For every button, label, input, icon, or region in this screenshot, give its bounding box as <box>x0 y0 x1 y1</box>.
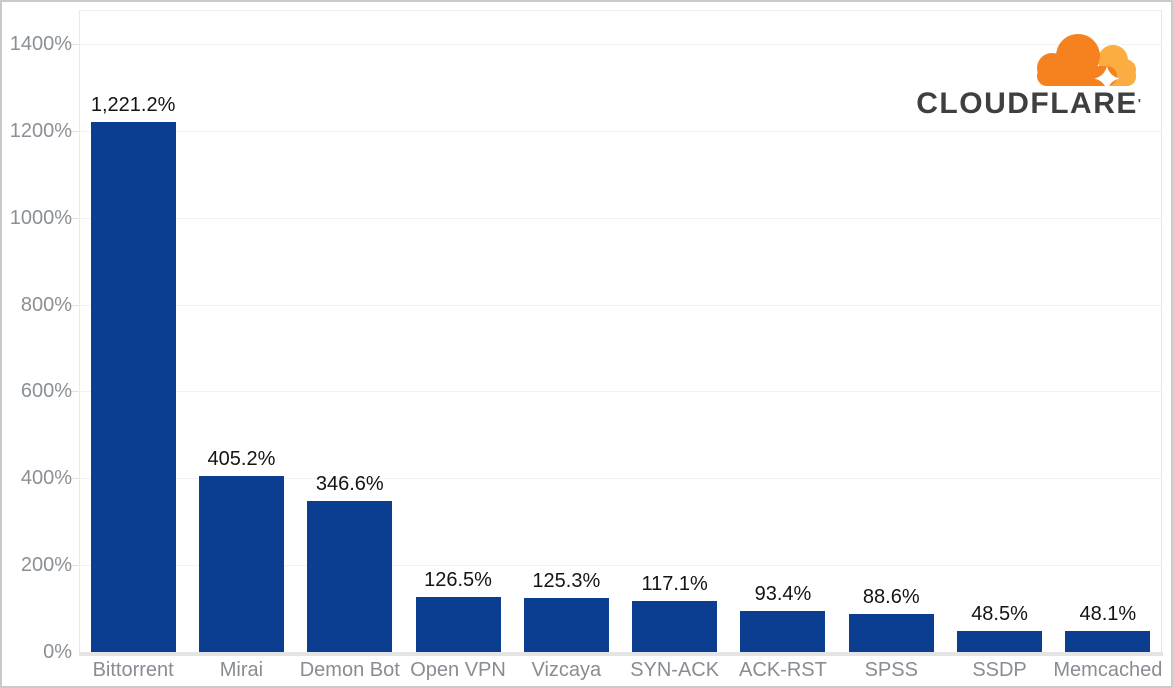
bar-Open VPN <box>415 597 501 652</box>
gridline-1200% <box>79 130 1162 132</box>
x-axis-baseline <box>79 652 1163 656</box>
bar-SSDP <box>957 630 1043 652</box>
plot-area <box>79 10 1162 652</box>
x-tick-label: Open VPN <box>410 659 506 681</box>
y-tick-mark <box>71 44 79 45</box>
x-tick-label: Memcached <box>1053 659 1163 681</box>
trademark-mark: ' <box>1137 96 1141 111</box>
y-tick-label: 400% <box>20 467 72 490</box>
y-tick-mark <box>71 217 79 219</box>
x-tick-label: SYN-ACK <box>630 659 720 681</box>
value-label: 93.4% <box>754 583 812 606</box>
cloudflare-logo: CLOUDFLARE' <box>916 32 1141 120</box>
gridline-1400% <box>79 44 1162 45</box>
x-tick-label: Mirai <box>219 659 264 681</box>
gridline-1000% <box>79 217 1162 219</box>
sparkle-icon <box>1094 66 1120 90</box>
bar-ACK-RST <box>740 611 826 652</box>
x-tick-label: SPSS <box>864 659 918 681</box>
value-label: 117.1% <box>641 573 708 596</box>
bar-SPSS <box>848 613 934 652</box>
y-tick-label: 800% <box>20 293 72 316</box>
value-label: 48.5% <box>971 602 1028 625</box>
bar-Memcached <box>1065 631 1151 652</box>
value-label: 88.6% <box>862 585 920 608</box>
value-label: 1,221.2% <box>90 93 176 116</box>
x-tick-label: Vizcaya <box>531 659 602 681</box>
y-tick-label: 1400% <box>9 33 72 55</box>
value-label: 126.5% <box>424 569 492 592</box>
bar-SYN-ACK <box>632 601 718 652</box>
bar-Mirai <box>198 476 284 652</box>
y-tick-label: 200% <box>20 554 72 577</box>
y-tick-mark <box>71 478 79 480</box>
y-tick-label: 600% <box>20 380 72 403</box>
gridline-200% <box>79 565 1162 567</box>
y-tick-mark <box>71 304 79 306</box>
value-label: 405.2% <box>207 448 276 471</box>
gridline-800% <box>79 304 1162 306</box>
y-tick-mark <box>71 391 79 393</box>
x-tick-label: SSDP <box>972 659 1027 681</box>
y-tick-label: 0% <box>43 641 72 663</box>
y-tick-mark <box>71 565 79 567</box>
cloud-primary-shape <box>1037 34 1117 86</box>
cloudflare-cloud-icon <box>1037 34 1136 90</box>
x-tick-label: Demon Bot <box>299 659 400 681</box>
y-tick-label: 1000% <box>9 206 72 229</box>
cloudflare-wordmark: CLOUDFLARE' <box>916 87 1141 120</box>
bar-Bittorrent <box>90 121 176 652</box>
value-label: 125.3% <box>532 569 601 592</box>
x-tick-label: Bittorrent <box>92 659 174 681</box>
y-tick-label: 1200% <box>9 119 72 142</box>
bar-Vizcaya <box>523 597 609 652</box>
y-tick-mark <box>71 130 79 132</box>
value-label: 346.6% <box>315 473 384 496</box>
value-label: 48.1% <box>1079 603 1137 626</box>
gridline-600% <box>79 391 1162 393</box>
gridline-400% <box>79 478 1162 480</box>
x-tick-label: ACK-RST <box>739 659 827 681</box>
bar-Demon Bot <box>307 501 393 652</box>
